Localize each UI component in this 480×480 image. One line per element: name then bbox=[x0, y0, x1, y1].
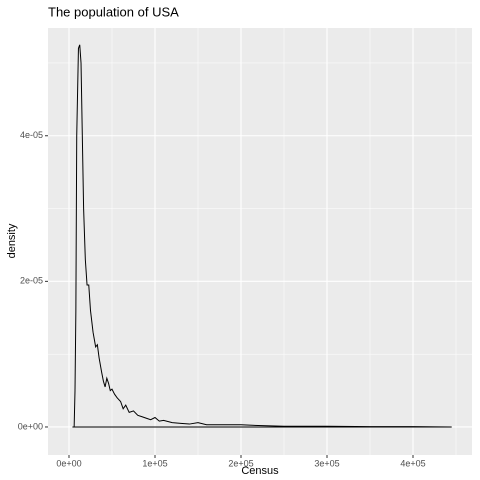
chart-title: The population of USA bbox=[48, 4, 179, 19]
x-tick-label: 1e+05 bbox=[142, 458, 167, 468]
y-axis-label: density bbox=[6, 223, 18, 258]
x-axis-label: Census bbox=[241, 465, 279, 477]
density-line bbox=[72, 44, 452, 428]
x-tick-label: 3e+05 bbox=[314, 458, 339, 468]
y-tick-label: 2e-05 bbox=[20, 276, 43, 286]
x-tick-label: 0e+00 bbox=[56, 458, 81, 468]
x-tick-label: 4e+05 bbox=[400, 458, 425, 468]
panel bbox=[48, 28, 472, 455]
y-tick-label: 0e+00 bbox=[18, 421, 43, 431]
x-tick-label: 2e+05 bbox=[228, 458, 253, 468]
y-tick-label: 4e-05 bbox=[20, 130, 43, 140]
